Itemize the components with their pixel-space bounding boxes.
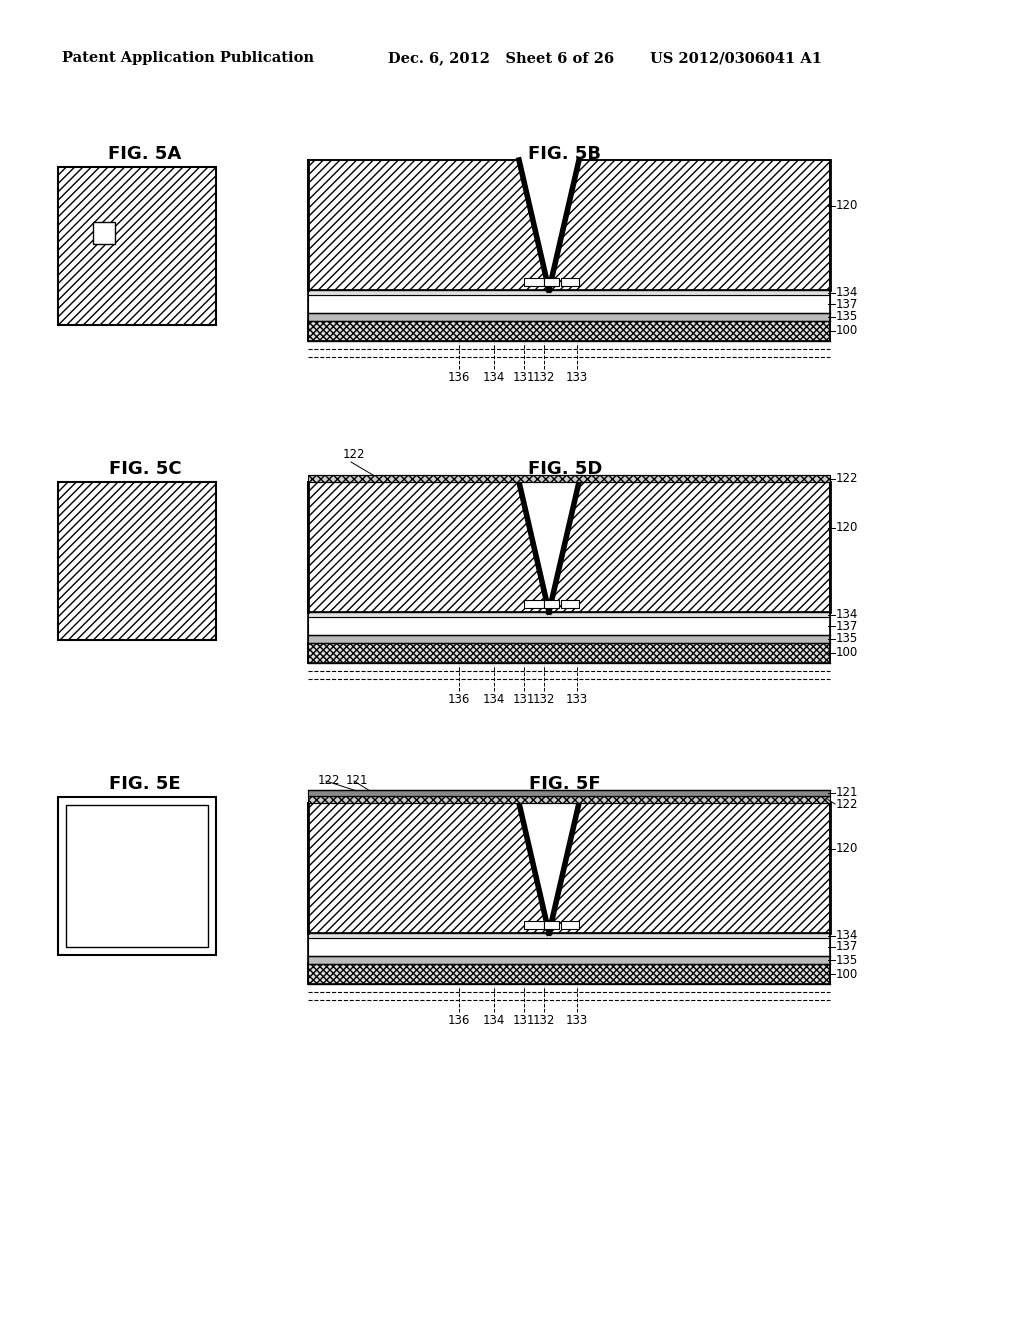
Text: 100: 100	[836, 968, 858, 981]
Text: Patent Application Publication: Patent Application Publication	[62, 51, 314, 65]
Bar	[308, 290, 830, 294]
Text: 100: 100	[836, 325, 858, 338]
Text: 135: 135	[836, 632, 858, 645]
Bar	[544, 279, 559, 286]
Bar	[308, 612, 830, 616]
Text: 135: 135	[836, 310, 858, 323]
Bar	[561, 279, 579, 286]
Text: 134: 134	[836, 929, 858, 942]
Text: 122: 122	[836, 473, 858, 484]
Text: 132: 132	[532, 693, 555, 706]
Text: Dec. 6, 2012   Sheet 6 of 26: Dec. 6, 2012 Sheet 6 of 26	[388, 51, 614, 65]
Bar	[308, 643, 830, 663]
Polygon shape	[549, 482, 830, 612]
Text: 134: 134	[482, 693, 505, 706]
Text: 137: 137	[836, 297, 858, 310]
Polygon shape	[308, 482, 549, 612]
Bar	[544, 601, 559, 609]
Bar	[561, 921, 579, 929]
Bar	[524, 921, 544, 929]
Bar	[308, 939, 830, 956]
Bar	[308, 313, 830, 321]
Text: 134: 134	[836, 609, 858, 620]
Text: 100: 100	[836, 647, 858, 660]
Bar	[66, 805, 208, 946]
Bar	[308, 294, 830, 313]
Polygon shape	[549, 803, 830, 933]
Bar	[308, 635, 830, 643]
Bar	[58, 482, 216, 640]
Text: FIG. 5F: FIG. 5F	[529, 775, 601, 793]
Text: 136: 136	[447, 693, 470, 706]
Text: 137: 137	[836, 619, 858, 632]
Text: 122: 122	[343, 447, 366, 461]
Text: 136: 136	[447, 371, 470, 384]
Text: 133: 133	[566, 1014, 588, 1027]
Text: 134: 134	[482, 371, 505, 384]
Bar	[544, 921, 559, 929]
Polygon shape	[549, 160, 830, 290]
Bar	[524, 601, 544, 609]
Text: 135: 135	[836, 953, 858, 966]
Text: 131: 131	[513, 693, 536, 706]
Bar	[308, 796, 830, 803]
Text: 132: 132	[532, 1014, 555, 1027]
Text: 134: 134	[836, 286, 858, 300]
Bar	[308, 789, 830, 796]
Text: FIG. 5A: FIG. 5A	[109, 145, 181, 162]
Text: 120: 120	[836, 521, 858, 535]
Bar	[58, 797, 216, 954]
Text: 137: 137	[836, 940, 858, 953]
Bar	[58, 168, 216, 325]
Text: FIG. 5D: FIG. 5D	[527, 459, 602, 478]
Bar	[308, 616, 830, 635]
Text: 122: 122	[318, 774, 341, 787]
Bar	[308, 475, 830, 482]
Bar	[308, 956, 830, 964]
Text: US 2012/0306041 A1: US 2012/0306041 A1	[650, 51, 822, 65]
Bar	[561, 601, 579, 609]
Text: 132: 132	[532, 371, 555, 384]
Polygon shape	[308, 803, 549, 933]
Text: 122: 122	[836, 797, 858, 810]
Text: 131: 131	[513, 371, 536, 384]
Text: FIG. 5E: FIG. 5E	[110, 775, 181, 793]
Text: 136: 136	[447, 1014, 470, 1027]
Text: 121: 121	[836, 787, 858, 800]
Text: 133: 133	[566, 693, 588, 706]
Text: FIG. 5B: FIG. 5B	[528, 145, 601, 162]
Polygon shape	[308, 160, 549, 290]
Text: 131: 131	[513, 1014, 536, 1027]
Text: 120: 120	[836, 842, 858, 855]
Bar	[308, 964, 830, 983]
Text: 120: 120	[836, 199, 858, 213]
Bar	[308, 321, 830, 341]
Bar	[93, 222, 115, 244]
Text: 121: 121	[346, 774, 369, 787]
Text: 134: 134	[482, 1014, 505, 1027]
Text: 133: 133	[566, 371, 588, 384]
Bar	[524, 279, 544, 286]
Bar	[308, 933, 830, 939]
Text: FIG. 5C: FIG. 5C	[109, 459, 181, 478]
